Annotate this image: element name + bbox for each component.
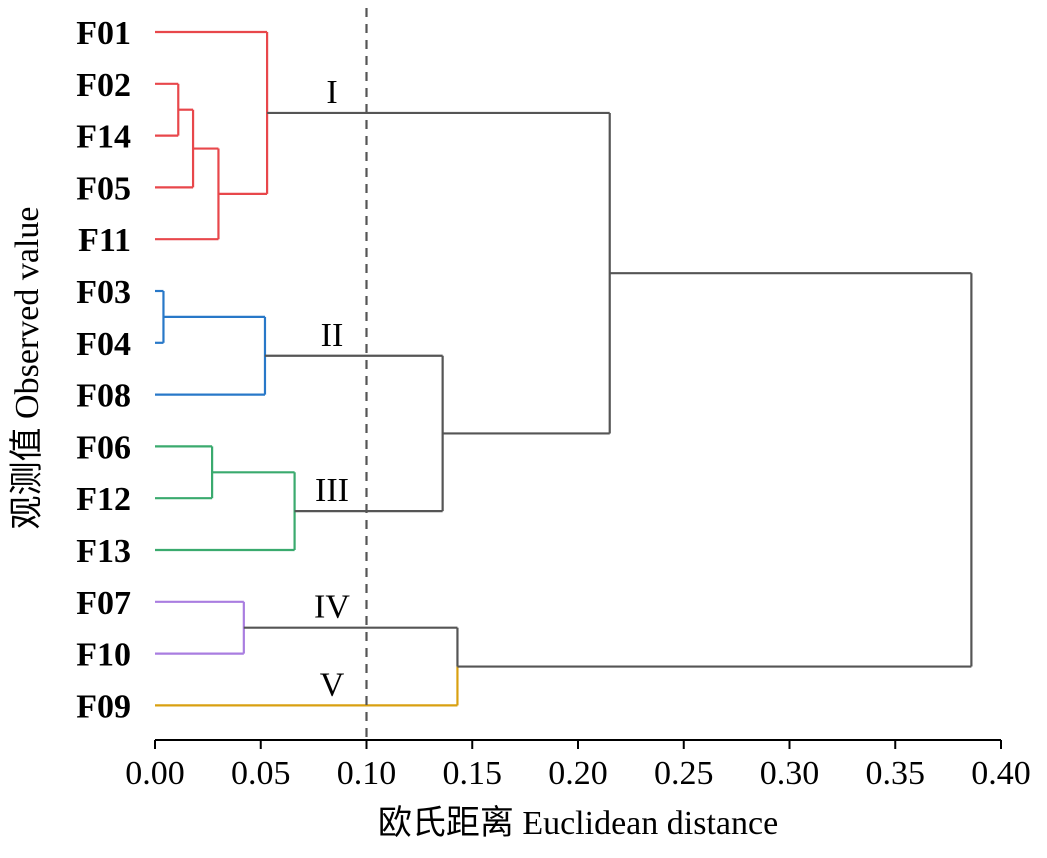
dendrogram-links xyxy=(155,30,973,707)
cluster-label: IV xyxy=(314,589,350,626)
leaf-label: F13 xyxy=(76,533,131,570)
leaf-label: F14 xyxy=(76,119,131,156)
leaf-label: F04 xyxy=(76,326,131,363)
leaf-label: F06 xyxy=(76,429,131,466)
x-axis: 0.00 0.05 0.10 0.15 0.20 0.25 0.30 0.35 0.40 xyxy=(125,739,1031,792)
leaf-label: F08 xyxy=(76,378,131,415)
x-tick-label: 0.15 xyxy=(443,755,503,792)
x-tick-label: 0.30 xyxy=(760,755,820,792)
x-tick-label: 0.25 xyxy=(654,755,714,792)
cluster-label: V xyxy=(320,666,345,703)
leaf-label: F12 xyxy=(76,481,131,518)
leaf-label: F09 xyxy=(76,688,131,725)
cluster-label: II xyxy=(321,317,344,354)
y-axis-title: 观测值 Observed value xyxy=(8,207,46,530)
leaf-label: F03 xyxy=(76,274,131,311)
x-tick-label: 0.00 xyxy=(125,755,185,792)
x-tick-label: 0.35 xyxy=(866,755,926,792)
x-tick-label: 0.20 xyxy=(548,755,608,792)
x-axis-title: 欧氏距离 Euclidean distance xyxy=(378,804,778,842)
leaf-label: F01 xyxy=(76,15,131,52)
leaf-label: F05 xyxy=(76,170,131,207)
x-tick-label: 0.10 xyxy=(337,755,397,792)
x-tick-label: 0.40 xyxy=(971,755,1031,792)
leaf-label: F07 xyxy=(76,585,131,622)
leaf-label: F10 xyxy=(76,637,131,674)
leaf-label: F02 xyxy=(76,67,131,104)
leaf-label: F11 xyxy=(78,222,131,259)
cluster-label: I xyxy=(326,74,337,111)
leaf-labels: F01 F02 F14 F05 F11 F03 F04 F08 F06 F12 F13 F07 F10 F… xyxy=(76,15,131,725)
cluster-label: III xyxy=(315,472,349,509)
x-tick-label: 0.05 xyxy=(231,755,291,792)
